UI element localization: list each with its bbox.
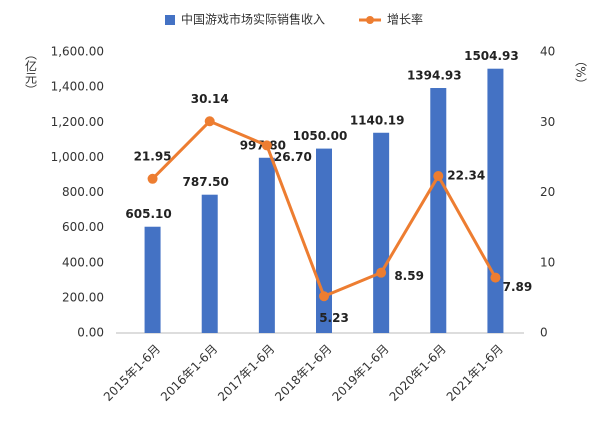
y-tick-label: 1,400.00 [51,80,104,94]
line-value-label: 30.14 [191,92,229,106]
bar-value-label: 605.10 [125,207,171,221]
y2-tick-label: 0 [540,326,548,340]
bar [258,157,275,333]
y2-tick-label: 30 [540,115,555,129]
line-marker [147,173,158,184]
line-value-label: 22.34 [447,169,485,183]
x-tick-label: 2019年1-6月 [329,342,391,404]
line-value-label: 8.59 [394,269,424,283]
x-tick-label: 2021年1-6月 [444,342,506,404]
line-value-label: 5.23 [319,311,349,325]
bar-value-label: 1050.00 [293,129,348,143]
legend-swatch [366,16,375,24]
bar [144,226,161,333]
y2-tick-label: 40 [540,45,555,59]
y2-tick-label: 10 [540,255,555,269]
bar [201,194,218,333]
y2-tick-label: 20 [540,185,555,199]
bar-value-label: 1140.19 [350,113,405,127]
line-marker [261,140,272,151]
bar [373,132,390,333]
line-marker [319,291,329,302]
y-tick-label: 0.00 [77,326,104,340]
y-tick-label: 1,600.00 [51,45,104,59]
y2-axis-title: （%） [574,54,588,89]
bar-value-label: 787.50 [183,175,229,189]
bar [316,148,332,333]
line-value-label: 26.70 [274,150,312,164]
line-value-label: 7.89 [503,280,533,294]
y-tick-label: 1,000.00 [51,150,104,164]
x-tick-label: 2015年1-6月 [101,342,163,404]
legend-label: 增长率 [387,12,423,27]
line-marker [433,171,444,182]
y-tick-label: 400.00 [62,255,104,269]
bar [430,88,447,334]
x-tick-label: 2018年1-6月 [272,342,334,404]
line-marker [490,272,501,283]
y-tick-label: 1,200.00 [51,115,104,129]
y-tick-label: 200.00 [62,290,104,304]
y-axis-title: （亿元） [24,48,38,96]
legend-swatch [165,15,175,25]
y-tick-label: 600.00 [62,220,104,234]
line-marker [376,267,387,278]
bar-value-label: 1394.93 [407,69,462,83]
line-value-label: 21.95 [134,149,172,163]
x-tick-label: 2016年1-6月 [158,342,220,404]
line-marker [204,116,215,127]
bar-value-label: 1504.93 [464,49,519,63]
x-tick-label: 2017年1-6月 [215,342,277,404]
x-tick-label: 2020年1-6月 [387,342,449,404]
y-tick-label: 800.00 [62,185,104,199]
bar [487,68,504,334]
legend-label: 中国游戏市场实际销售收入 [181,12,325,27]
